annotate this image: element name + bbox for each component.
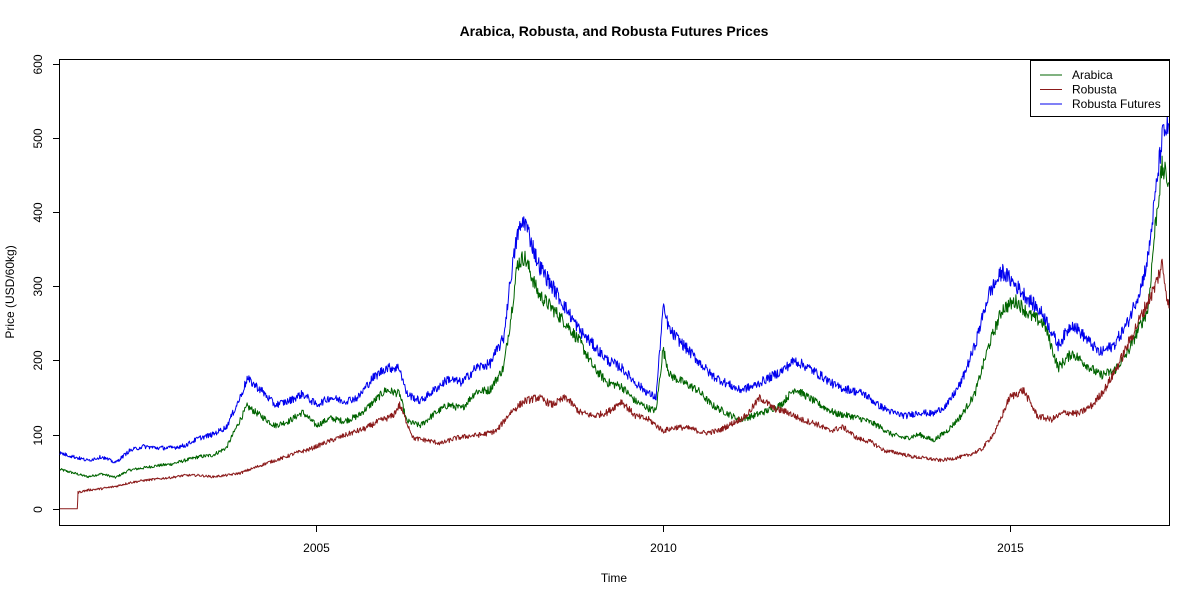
y-tick-label-0: 0	[31, 506, 45, 513]
series-line-robusta-futures	[59, 114, 1170, 464]
legend-box	[1030, 60, 1170, 117]
y-tick-label-400: 400	[31, 202, 45, 222]
y-tick-label-500: 500	[31, 128, 45, 148]
series-line-arabica	[59, 155, 1170, 479]
x-tick-label-2005: 2005	[303, 541, 330, 555]
x-axis: 2005 2010 2015	[303, 525, 1024, 555]
series-line-robusta	[60, 258, 1170, 510]
y-tick-label-300: 300	[31, 276, 45, 296]
chart-title: Arabica, Robusta, and Robusta Futures Pr…	[460, 23, 769, 39]
plot-frame	[59, 59, 1170, 526]
series-layer	[59, 114, 1170, 510]
y-tick-label-100: 100	[31, 425, 45, 445]
x-axis-label: Time	[601, 571, 628, 585]
y-tick-label-200: 200	[31, 350, 45, 370]
legend-label-robusta-futures: Robusta Futures	[1072, 97, 1161, 111]
legend-label-arabica: Arabica	[1072, 68, 1113, 82]
x-tick-label-2015: 2015	[997, 541, 1024, 555]
legend-label-robusta: Robusta	[1072, 83, 1117, 97]
y-axis-label: Price (USD/60kg)	[3, 245, 17, 338]
y-tick-label-600: 600	[31, 54, 45, 74]
x-tick-label-2010: 2010	[650, 541, 677, 555]
y-axis: 0 100 200 300 400 500 600	[31, 54, 60, 513]
